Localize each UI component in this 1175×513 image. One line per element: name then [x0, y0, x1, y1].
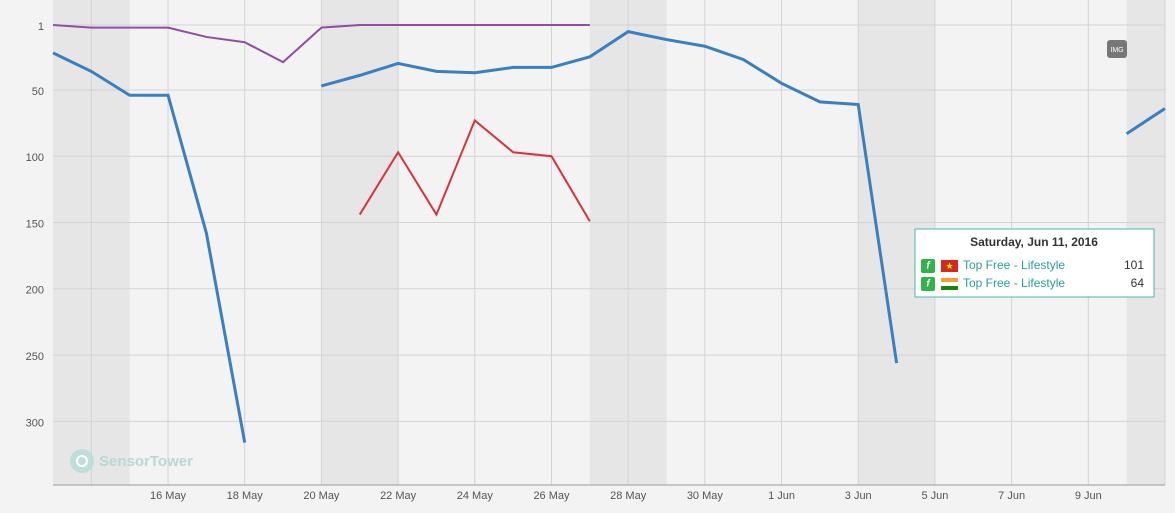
flag — [941, 260, 958, 272]
series-line — [52, 24, 590, 64]
series-line — [52, 30, 1166, 443]
x-tick-label: 3 Jun — [845, 490, 872, 502]
y-tick-label: 200 — [26, 285, 44, 297]
y-tick-label: 300 — [26, 417, 44, 429]
tooltip-label[interactable]: Top Free - Lifestyle — [963, 276, 1065, 290]
tooltip-value: 101 — [1124, 258, 1144, 272]
flag — [941, 282, 958, 286]
y-tick-label: 50 — [32, 86, 44, 98]
lines — [52, 24, 1166, 443]
x-tick-label: 18 May — [227, 490, 264, 502]
badge[interactable] — [1107, 40, 1127, 58]
tooltip: Saturday, Jun 11, 2016 f ★ Top Free - Li… — [914, 228, 1155, 298]
x-tick-label: 5 Jun — [921, 490, 948, 502]
x-tick-label: 24 May — [457, 490, 494, 502]
flag-star: ★ — [945, 261, 953, 271]
flag — [941, 278, 958, 282]
y-tick-label: 1 — [38, 21, 44, 33]
badge-text: IMG — [1110, 47, 1123, 54]
y-tick-label: 250 — [26, 351, 44, 363]
weekend-band — [321, 0, 399, 485]
tooltip-value: 64 — [1131, 276, 1145, 290]
app-icon — [921, 259, 935, 273]
app-icon-glyph: f — [926, 279, 931, 290]
x-tick-label: 22 May — [380, 490, 417, 502]
tooltip-title: Saturday, Jun 11, 2016 — [970, 235, 1098, 249]
x-tick-label: 26 May — [533, 490, 570, 502]
x-tick-label: 9 Jun — [1075, 490, 1102, 502]
app-icon — [921, 277, 935, 291]
x-tick-label: 1 Jun — [768, 490, 795, 502]
x-tick-label: 28 May — [610, 490, 647, 502]
x-tick-label: 16 May — [150, 490, 187, 502]
x-tick-label: 7 Jun — [998, 490, 1025, 502]
series-line — [358, 118, 591, 222]
x-tick-label: 30 May — [687, 490, 724, 502]
flag — [941, 286, 958, 290]
x-tick-label: 20 May — [303, 490, 340, 502]
watermark-text: SensorTower — [99, 453, 193, 470]
y-tick-label: 100 — [26, 152, 44, 164]
y-tick-label: 150 — [26, 218, 44, 230]
app-icon-glyph: f — [926, 261, 931, 272]
watermark: SensorTower — [70, 449, 193, 473]
tooltip-label[interactable]: Top Free - Lifestyle — [963, 258, 1065, 272]
